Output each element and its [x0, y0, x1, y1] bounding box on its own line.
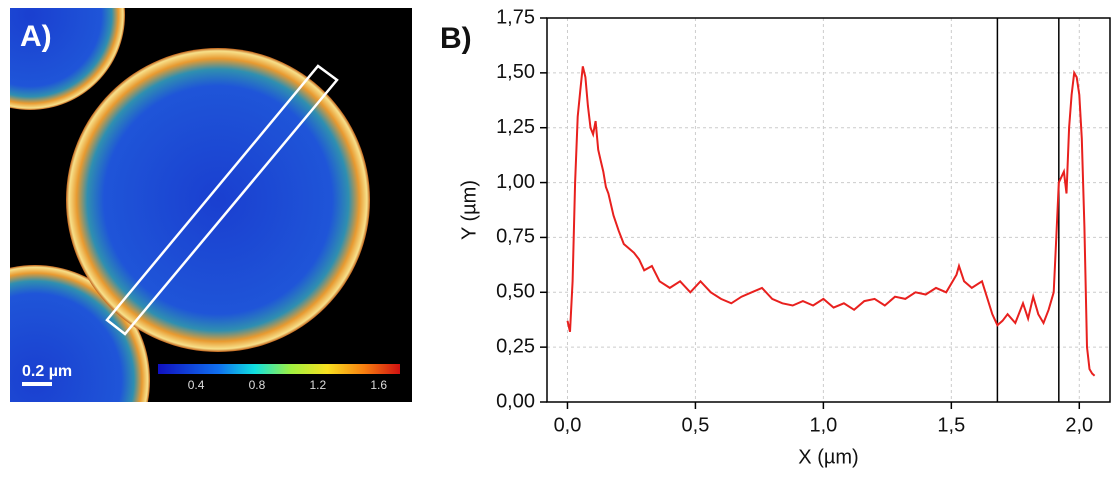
- y-tick-label: 1,75: [496, 6, 535, 28]
- data-line: [566, 66, 1096, 377]
- y-tick-label: 1,00: [496, 171, 535, 193]
- plot-frame: [546, 17, 1111, 403]
- panel-label: A): [20, 20, 52, 53]
- x-tick-label: 1,5: [937, 414, 965, 436]
- panel-label: B): [440, 22, 472, 55]
- x-axis-label: X (µm): [798, 446, 858, 468]
- y-tick-label: 0,00: [496, 390, 535, 412]
- x-tick-label: 0,0: [554, 414, 582, 436]
- colorbar-label: 0.4: [188, 378, 205, 392]
- colorbar-label: 1.2: [309, 378, 326, 392]
- x-tick-label: 0,5: [682, 414, 710, 436]
- scale-bar-label: 0.2 µm: [22, 363, 72, 380]
- y-axis-label: Y (µm): [458, 180, 480, 240]
- afm-image: [10, 8, 412, 402]
- y-tick-label: 1,50: [496, 61, 535, 83]
- y-tick-label: 0,75: [496, 226, 535, 248]
- y-tick-label: 0,50: [496, 281, 535, 303]
- colorbar-label: 1.6: [370, 378, 387, 392]
- x-tick-label: 1,0: [809, 414, 837, 436]
- y-tick-label: 1,25: [496, 116, 535, 138]
- colorbar-label: 0.8: [249, 378, 266, 392]
- x-tick-label: 2,0: [1065, 414, 1093, 436]
- y-tick-label: 0,25: [496, 335, 535, 357]
